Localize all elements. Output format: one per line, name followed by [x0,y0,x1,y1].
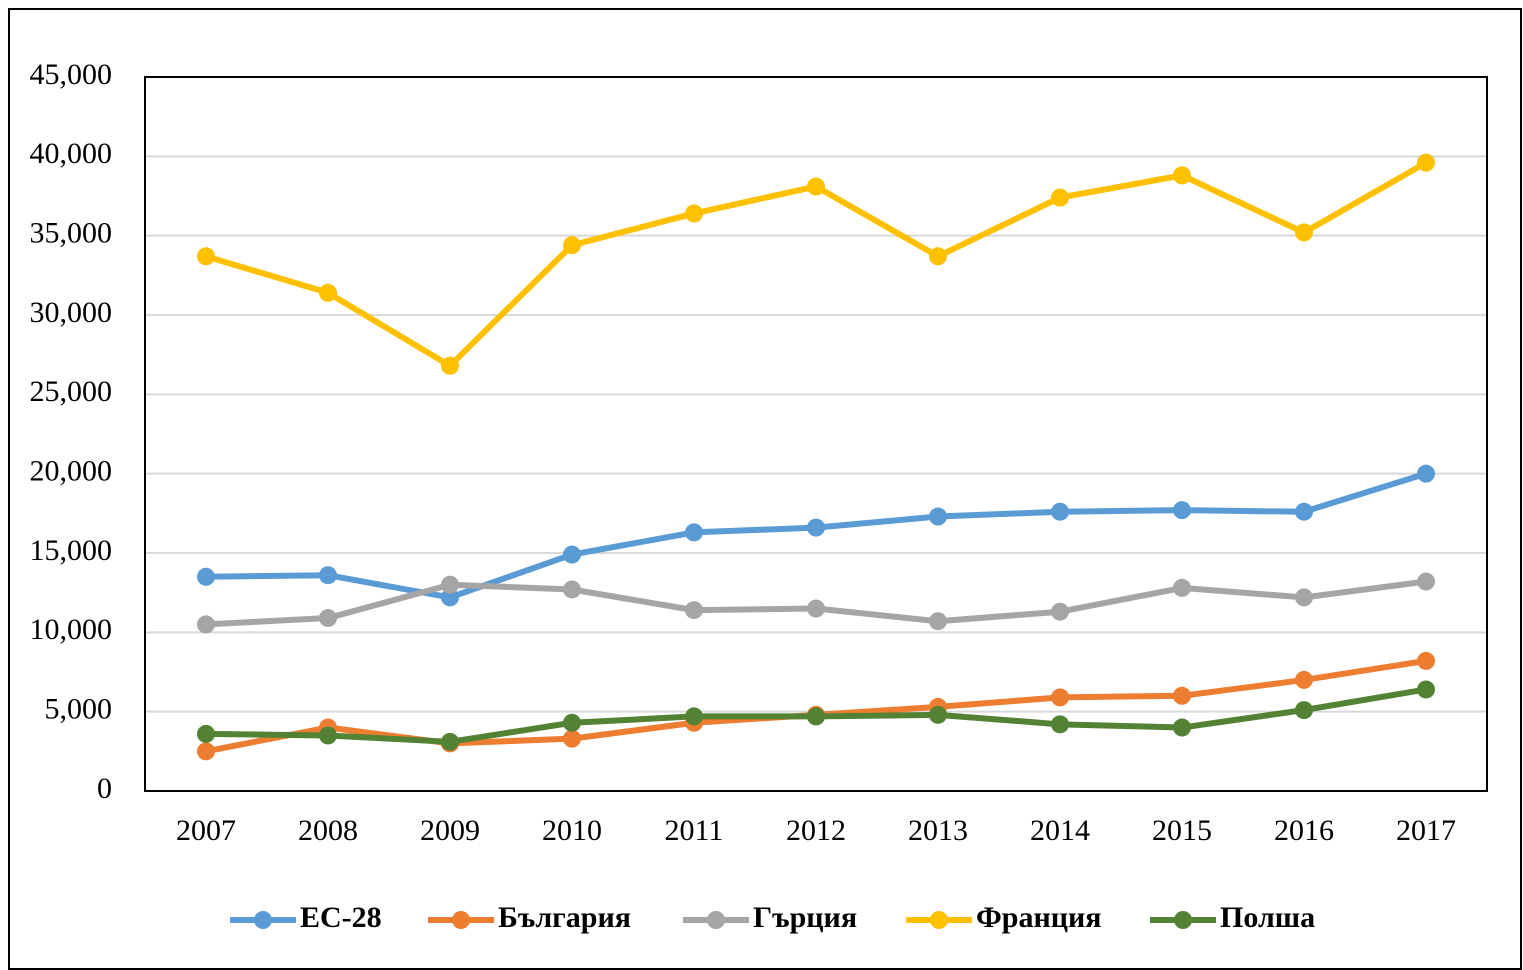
data-point [1295,670,1313,689]
x-tick-label: 2008 [298,814,358,847]
x-tick-label: 2014 [1030,814,1090,847]
legend-label: България [498,901,631,934]
data-point [1173,166,1191,185]
x-tick-label: 2009 [420,814,480,847]
data-point [929,247,947,266]
data-point [1173,578,1191,597]
data-point [1173,718,1191,737]
y-tick-label: 15,000 [30,534,113,567]
data-point [563,236,581,255]
chart-frame [8,8,1522,970]
data-point [1295,223,1313,242]
legend-marker [254,911,272,929]
data-point [441,732,459,751]
legend-label: ЕС-28 [300,901,382,934]
data-point [685,707,703,726]
data-point [1051,688,1069,707]
data-point [685,523,703,542]
data-point [441,356,459,375]
data-point [319,609,337,628]
data-point [319,566,337,585]
data-point [1295,588,1313,607]
x-tick-label: 2017 [1396,814,1456,847]
x-tick-label: 2013 [908,814,968,847]
data-point [807,599,825,618]
data-point [197,742,215,761]
legend-label: Франция [976,901,1102,934]
data-point [1051,602,1069,621]
data-point [1417,464,1435,483]
data-point [1295,502,1313,521]
data-point [1417,680,1435,699]
y-tick-label: 45,000 [30,58,113,91]
legend-marker [1174,911,1192,929]
data-point [685,601,703,620]
legend-marker [707,911,725,929]
x-tick-label: 2010 [542,814,602,847]
data-point [807,707,825,726]
data-point [1051,715,1069,734]
data-point [807,518,825,537]
y-tick-label: 5,000 [45,693,113,726]
data-point [1051,502,1069,521]
x-tick-label: 2007 [176,814,236,847]
data-point [685,204,703,223]
data-point [1295,701,1313,720]
data-point [563,545,581,564]
data-point [1173,501,1191,520]
x-tick-label: 2012 [786,814,846,847]
y-tick-label: 10,000 [30,613,113,646]
data-point [807,177,825,196]
data-point [197,724,215,743]
x-tick-label: 2016 [1274,814,1334,847]
data-point [1173,686,1191,705]
data-point [1417,651,1435,670]
data-point [929,705,947,724]
data-point [563,713,581,732]
data-point [929,507,947,526]
x-tick-label: 2011 [665,814,724,847]
plot-frame [144,76,1488,792]
data-point [929,612,947,631]
y-tick-label: 40,000 [30,137,113,170]
data-point [1417,572,1435,591]
data-point [441,575,459,594]
data-point [1051,188,1069,207]
legend-label: Полша [1220,901,1315,934]
legend-label: Гърция [753,901,857,934]
y-tick-label: 35,000 [30,217,113,250]
y-tick-label: 30,000 [30,296,113,329]
y-tick-label: 20,000 [30,455,113,488]
x-tick-label: 2015 [1152,814,1212,847]
data-point [197,615,215,634]
data-point [319,283,337,302]
data-point [441,588,459,607]
data-point [197,247,215,266]
y-tick-label: 0 [97,772,112,805]
legend-marker [452,911,470,929]
y-tick-label: 25,000 [30,375,113,408]
legend-marker [930,911,948,929]
data-point [563,580,581,599]
data-point [563,729,581,748]
data-point [319,726,337,745]
data-point [1417,153,1435,172]
data-point [197,567,215,586]
